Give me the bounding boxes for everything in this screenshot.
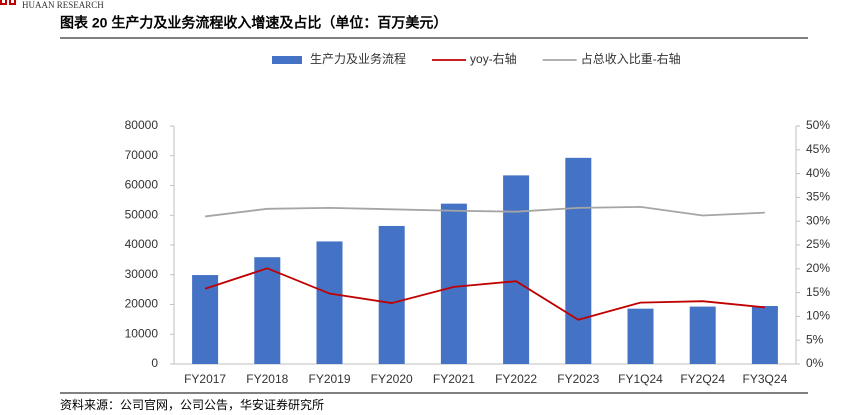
- x-tick-label: FY2Q24: [680, 372, 725, 386]
- x-tick-label: FY2022: [495, 372, 537, 386]
- y-tick-label: 20000: [125, 297, 159, 311]
- y2-tick-label: 50%: [806, 118, 830, 132]
- y-tick-label: 30000: [125, 267, 159, 281]
- bar: [503, 175, 530, 364]
- brand: HUAAN RESEARCH: [22, 0, 104, 10]
- y2-tick-label: 20%: [806, 261, 830, 275]
- source: 资料来源：公司官网，公司公告，华安证券研究所: [60, 397, 324, 412]
- bar: [378, 225, 405, 364]
- y2-tick-label: 40%: [806, 166, 830, 180]
- line: [204, 267, 765, 321]
- x-tick-label: FY2021: [433, 372, 475, 386]
- bar: [627, 308, 654, 364]
- legend-label: 占总收入比重-右轴: [581, 51, 681, 66]
- logo: [0, 0, 16, 5]
- y2-tick-label: 0%: [806, 356, 824, 370]
- bar: [254, 257, 281, 364]
- y2-tick-label: 10%: [806, 309, 830, 323]
- y2-tick-label: 30%: [806, 213, 830, 227]
- y2-tick-label: 15%: [806, 285, 830, 299]
- line: [204, 206, 765, 218]
- y-tick-label: 40000: [125, 237, 159, 251]
- bar: [751, 305, 778, 364]
- y-tick-label: 60000: [125, 178, 159, 192]
- y-tick-label: 0: [151, 356, 158, 370]
- x-tick-label: FY2019: [308, 372, 350, 386]
- y2-tick-label: 5%: [806, 332, 824, 346]
- legend-label: yoy-右轴: [470, 51, 517, 66]
- x-tick-label: FY3Q24: [743, 372, 788, 386]
- bar: [689, 306, 716, 364]
- bar: [316, 241, 343, 364]
- chart-title: 图表 20 生产力及业务流程收入增速及占比（单位：百万美元）: [60, 15, 447, 31]
- x-tick-label: FY2017: [184, 372, 226, 386]
- y2-tick-label: 25%: [806, 237, 830, 251]
- bar: [565, 157, 592, 364]
- x-tick-label: FY2020: [371, 372, 413, 386]
- y-tick-label: 70000: [125, 148, 159, 162]
- y2-tick-label: 35%: [806, 190, 830, 204]
- legend-label: 生产力及业务流程: [310, 51, 406, 66]
- legend-swatch: [272, 56, 302, 64]
- x-tick-label: FY1Q24: [618, 372, 663, 386]
- y-tick-label: 80000: [125, 118, 159, 132]
- x-tick-label: FY2018: [246, 372, 288, 386]
- x-tick-label: FY2023: [557, 372, 599, 386]
- y-tick-label: 10000: [125, 326, 159, 340]
- y2-tick-label: 45%: [806, 142, 830, 156]
- bar: [192, 275, 219, 364]
- y-tick-label: 50000: [125, 207, 159, 221]
- bar: [440, 203, 467, 364]
